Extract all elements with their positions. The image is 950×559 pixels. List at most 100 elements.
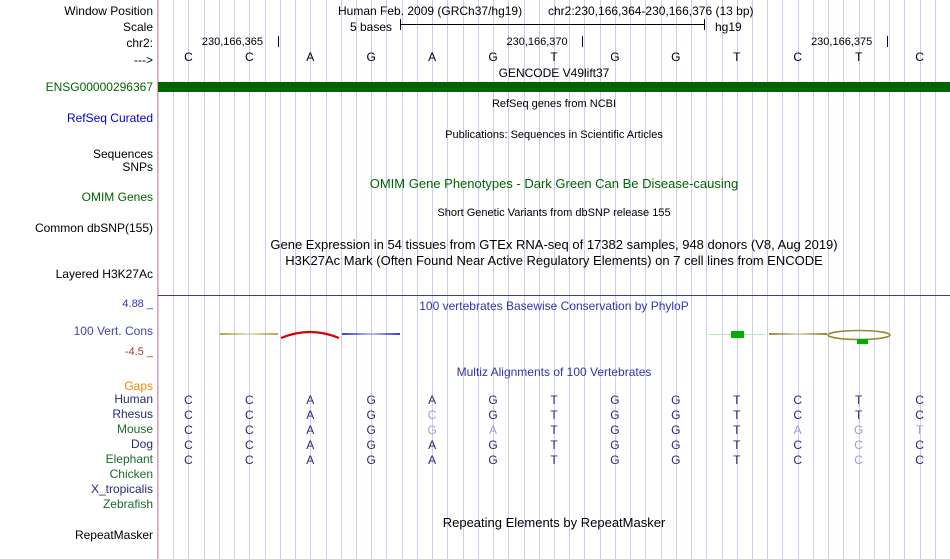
alignment-base: C — [184, 453, 193, 467]
reference-base: C — [793, 50, 803, 64]
assembly-short-label: hg19 — [715, 20, 742, 34]
alignment-base: T — [733, 423, 741, 437]
reference-base: G — [366, 50, 376, 64]
conservation-mark-line — [342, 333, 401, 335]
gridline — [889, 0, 890, 559]
label-divider — [157, 0, 158, 559]
gridline — [554, 0, 555, 559]
species-label-elephant[interactable]: Elephant — [105, 452, 153, 466]
alignment-base: G — [366, 438, 376, 452]
alignment-base: G — [366, 408, 376, 422]
conservation-max-value: 4.88 — [122, 298, 144, 310]
alignment-base: G — [610, 423, 620, 437]
alignment-base: C — [915, 438, 924, 452]
alignment-base: C — [427, 408, 437, 422]
gridline — [447, 0, 448, 559]
track-title-dbsnp: Short Genetic Variants from dbSNP releas… — [437, 207, 671, 219]
species-label-dog[interactable]: Dog — [130, 437, 153, 451]
sidebar-item-common-dbsnp[interactable]: Common dbSNP(155) — [34, 221, 153, 235]
alignment-base: A — [428, 438, 437, 452]
sidebar-item-gaps[interactable]: Gaps — [124, 379, 153, 393]
alignment-base: G — [853, 423, 864, 437]
track-label-column: Window Position Scale chr2: ---> ENSG000… — [0, 0, 157, 559]
track-title-publications: Publications: Sequences in Scientific Ar… — [445, 129, 663, 141]
alignment-base: C — [793, 408, 803, 422]
alignment-base: A — [306, 408, 315, 422]
sidebar-item-omim-genes[interactable]: OMIM Genes — [81, 190, 153, 204]
gridline — [219, 0, 220, 559]
sidebar-item-repeatmasker[interactable]: RepeatMasker — [74, 528, 153, 542]
gridline — [935, 0, 936, 559]
alignment-base: G — [671, 423, 681, 437]
alignment-base: C — [915, 453, 924, 467]
alignment-base: A — [306, 393, 315, 407]
alignment-base: A — [306, 453, 315, 467]
alignment-base: T — [733, 453, 741, 467]
sidebar-item-refseq-curated[interactable]: RefSeq Curated — [66, 111, 153, 125]
gridline — [173, 0, 174, 559]
track-data-area — [158, 0, 950, 559]
alignment-base: A — [489, 423, 498, 437]
sidebar-item-snps[interactable]: SNPs — [122, 160, 153, 174]
alignment-base: C — [184, 438, 193, 452]
alignment-base: T — [854, 408, 863, 422]
reference-base: G — [671, 50, 681, 64]
gridline — [432, 0, 433, 559]
alignment-base: G — [671, 408, 681, 422]
reference-base: C — [184, 50, 193, 64]
gridline — [326, 0, 327, 559]
chrom-label: chr2: — [126, 36, 153, 50]
species-label-rhesus[interactable]: Rhesus — [112, 407, 153, 421]
alignment-base: G — [671, 438, 681, 452]
sidebar-item-gencode[interactable]: ENSG00000296367 — [45, 80, 153, 94]
gridline — [493, 0, 494, 559]
track-title-repeatmasker: Repeating Elements by RepeatMasker — [442, 515, 666, 530]
alignment-base: G — [610, 393, 620, 407]
conservation-plot[interactable] — [158, 296, 950, 362]
gridline — [722, 0, 723, 559]
alignment-base: C — [854, 438, 863, 452]
alignment-base: A — [306, 438, 315, 452]
gridline — [767, 0, 768, 559]
species-label-human[interactable]: Human — [114, 392, 153, 406]
gridline — [158, 0, 159, 559]
reference-base: A — [428, 50, 437, 64]
alignment-base: C — [793, 438, 803, 452]
alignment-base: A — [428, 453, 437, 467]
gridline — [188, 0, 189, 559]
alignment-base: C — [793, 453, 803, 467]
species-label-x_tropicalis[interactable]: X_tropicalis — [90, 482, 153, 496]
species-label-mouse[interactable]: Mouse — [116, 422, 153, 436]
gencode-gene-bar[interactable] — [158, 82, 950, 92]
alignment-base: G — [366, 393, 376, 407]
track-title-h3k27ac: H3K27Ac Mark (Often Found Near Active Re… — [285, 253, 823, 268]
gridline — [645, 0, 646, 559]
ruler-tick — [887, 36, 889, 47]
gridline — [874, 0, 875, 559]
window-position-label: Window Position — [64, 4, 153, 18]
ruler-tick — [277, 36, 279, 47]
gridline — [463, 0, 464, 559]
gridline — [310, 0, 311, 559]
alignment-base: T — [550, 393, 558, 407]
species-label-zebrafish[interactable]: Zebrafish — [102, 497, 153, 511]
reference-base: G — [610, 50, 620, 64]
gridline — [386, 0, 387, 559]
alignment-base: C — [793, 393, 803, 407]
alignment-base: G — [427, 423, 437, 437]
gridline — [859, 0, 860, 559]
alignment-base: C — [245, 453, 254, 467]
gridline — [508, 0, 509, 559]
sidebar-item-sequences[interactable]: Sequences — [92, 147, 153, 161]
alignment-base: T — [915, 423, 924, 437]
sidebar-item-layered-h3k27ac[interactable]: Layered H3K27Ac — [55, 267, 153, 281]
species-label-chicken[interactable]: Chicken — [109, 467, 153, 481]
alignment-base: C — [854, 453, 863, 467]
sidebar-item-100-vert-cons[interactable]: 100 Vert. Cons — [73, 324, 153, 338]
gridline — [249, 0, 250, 559]
alignment-base: T — [550, 423, 558, 437]
gridline — [843, 0, 844, 559]
gridline — [813, 0, 814, 559]
alignment-base: G — [671, 393, 681, 407]
